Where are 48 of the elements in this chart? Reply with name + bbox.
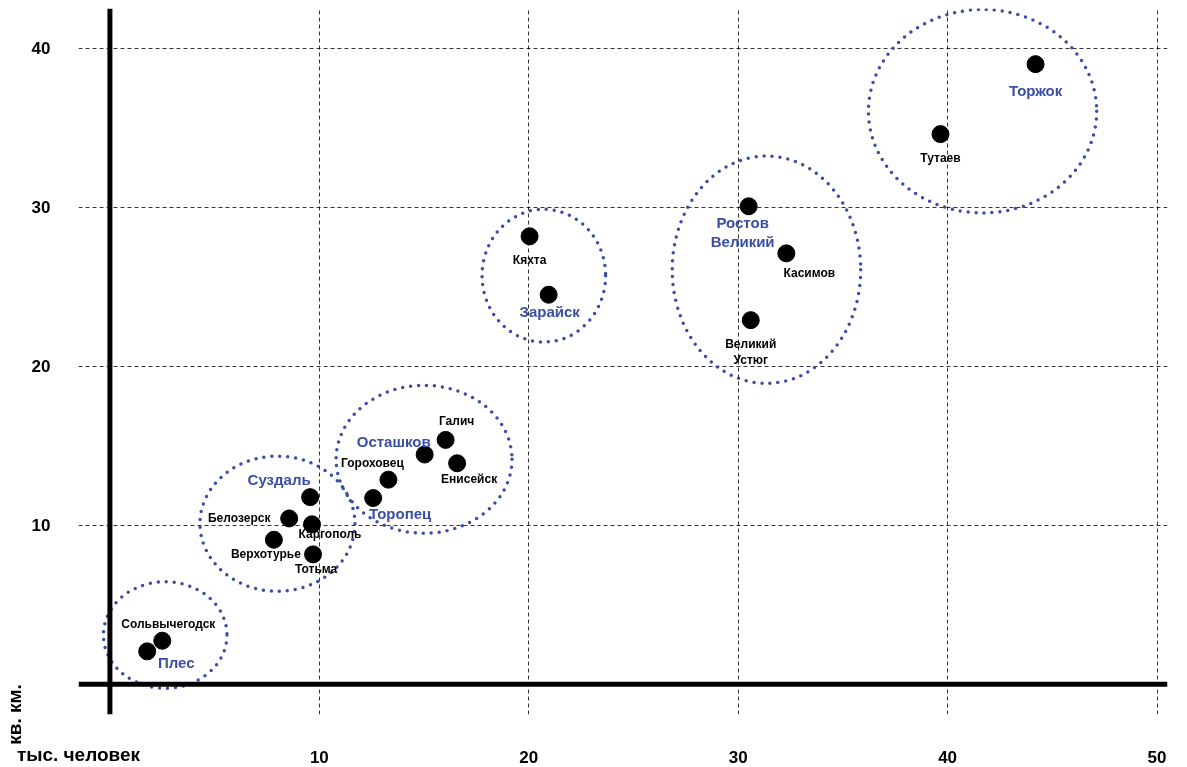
x-tick-label: 20 <box>519 747 539 767</box>
annotation: Кяхта <box>512 253 547 268</box>
point <box>264 530 283 549</box>
y-tick-label: 30 <box>31 198 51 218</box>
annotation: Сольвычегодск <box>121 616 217 631</box>
point <box>301 488 320 507</box>
point <box>153 631 172 650</box>
y-tick-label: 10 <box>31 516 51 536</box>
point <box>777 244 796 263</box>
annotation: Великий Устюг <box>725 337 777 367</box>
point <box>520 227 539 246</box>
point <box>741 311 760 330</box>
annotation: Суздаль <box>247 470 311 488</box>
annotation: Торжок <box>1008 81 1063 99</box>
point <box>436 430 455 449</box>
annotation: Тотьма <box>294 562 338 577</box>
x-axis-title: тыс. человек <box>16 743 141 765</box>
point <box>304 545 323 564</box>
point <box>280 509 299 528</box>
annotation: Зарайск <box>519 303 581 321</box>
point <box>931 125 950 144</box>
point <box>539 285 558 304</box>
annotation: Тутаев <box>920 151 961 166</box>
point <box>415 445 434 464</box>
point <box>739 197 758 216</box>
annotation: Енисейск <box>441 472 499 487</box>
annotation: Торопец <box>368 504 433 522</box>
x-tick-label: 30 <box>728 747 748 767</box>
y-axis-title: кв. км. <box>3 684 25 745</box>
annotation: Ростов Великий <box>710 214 775 251</box>
annotation: Галич <box>438 413 475 428</box>
point <box>1026 55 1045 74</box>
annotation: Гороховец <box>341 455 405 470</box>
annotation: Касимов <box>783 266 836 281</box>
y-tick-label: 20 <box>31 357 51 377</box>
y-tick-label: 40 <box>31 39 51 59</box>
point <box>379 470 398 489</box>
annotation: Белозерск <box>207 511 272 526</box>
annotation: Плес <box>157 653 195 671</box>
point <box>448 454 467 473</box>
x-tick-label: 10 <box>309 747 329 767</box>
point <box>138 642 157 661</box>
annotation: Верхотурье <box>230 546 302 561</box>
x-tick-label: 40 <box>938 747 958 767</box>
point <box>364 489 383 508</box>
annotation: Осташков <box>356 433 431 451</box>
x-tick-label: 50 <box>1147 747 1167 767</box>
annotation: Каргополь <box>298 527 362 542</box>
